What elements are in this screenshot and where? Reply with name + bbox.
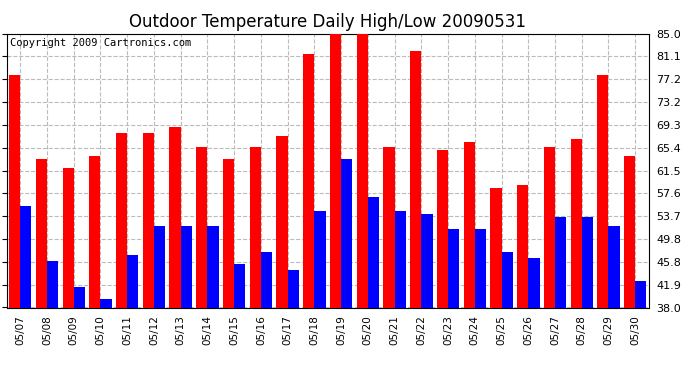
Bar — [143, 133, 154, 308]
Title: Outdoor Temperature Daily High/Low 20090531: Outdoor Temperature Daily High/Low 20090… — [129, 13, 526, 31]
Bar — [47, 261, 58, 308]
Bar — [529, 258, 540, 308]
Bar — [357, 34, 368, 308]
Bar — [555, 217, 566, 308]
Bar — [475, 229, 486, 308]
Bar — [448, 229, 460, 308]
Bar — [36, 159, 47, 308]
Bar — [491, 188, 502, 308]
Bar — [609, 226, 620, 308]
Bar — [288, 270, 299, 308]
Bar — [437, 150, 448, 308]
Bar — [571, 139, 582, 308]
Bar — [170, 127, 181, 308]
Bar — [116, 133, 127, 308]
Bar — [464, 141, 475, 308]
Bar — [624, 156, 635, 308]
Bar — [330, 34, 341, 308]
Bar — [582, 217, 593, 308]
Bar — [223, 159, 234, 308]
Bar — [154, 226, 165, 308]
Bar — [234, 264, 246, 308]
Bar — [384, 147, 395, 308]
Text: Copyright 2009 Cartronics.com: Copyright 2009 Cartronics.com — [10, 38, 191, 48]
Bar — [261, 252, 272, 308]
Bar — [635, 281, 647, 308]
Bar — [502, 252, 513, 308]
Bar — [303, 54, 315, 307]
Bar — [181, 226, 192, 308]
Bar — [63, 168, 74, 308]
Bar — [208, 226, 219, 308]
Bar — [368, 197, 379, 308]
Bar — [196, 147, 208, 308]
Bar — [20, 206, 32, 308]
Bar — [517, 185, 529, 308]
Bar — [9, 75, 20, 308]
Bar — [395, 211, 406, 308]
Bar — [127, 255, 139, 308]
Bar — [89, 156, 101, 308]
Bar — [277, 136, 288, 308]
Bar — [74, 287, 85, 308]
Bar — [250, 147, 261, 308]
Bar — [101, 299, 112, 307]
Bar — [598, 75, 609, 308]
Bar — [315, 211, 326, 308]
Bar — [544, 147, 555, 308]
Bar — [410, 51, 422, 308]
Bar — [341, 159, 353, 308]
Bar — [422, 214, 433, 308]
